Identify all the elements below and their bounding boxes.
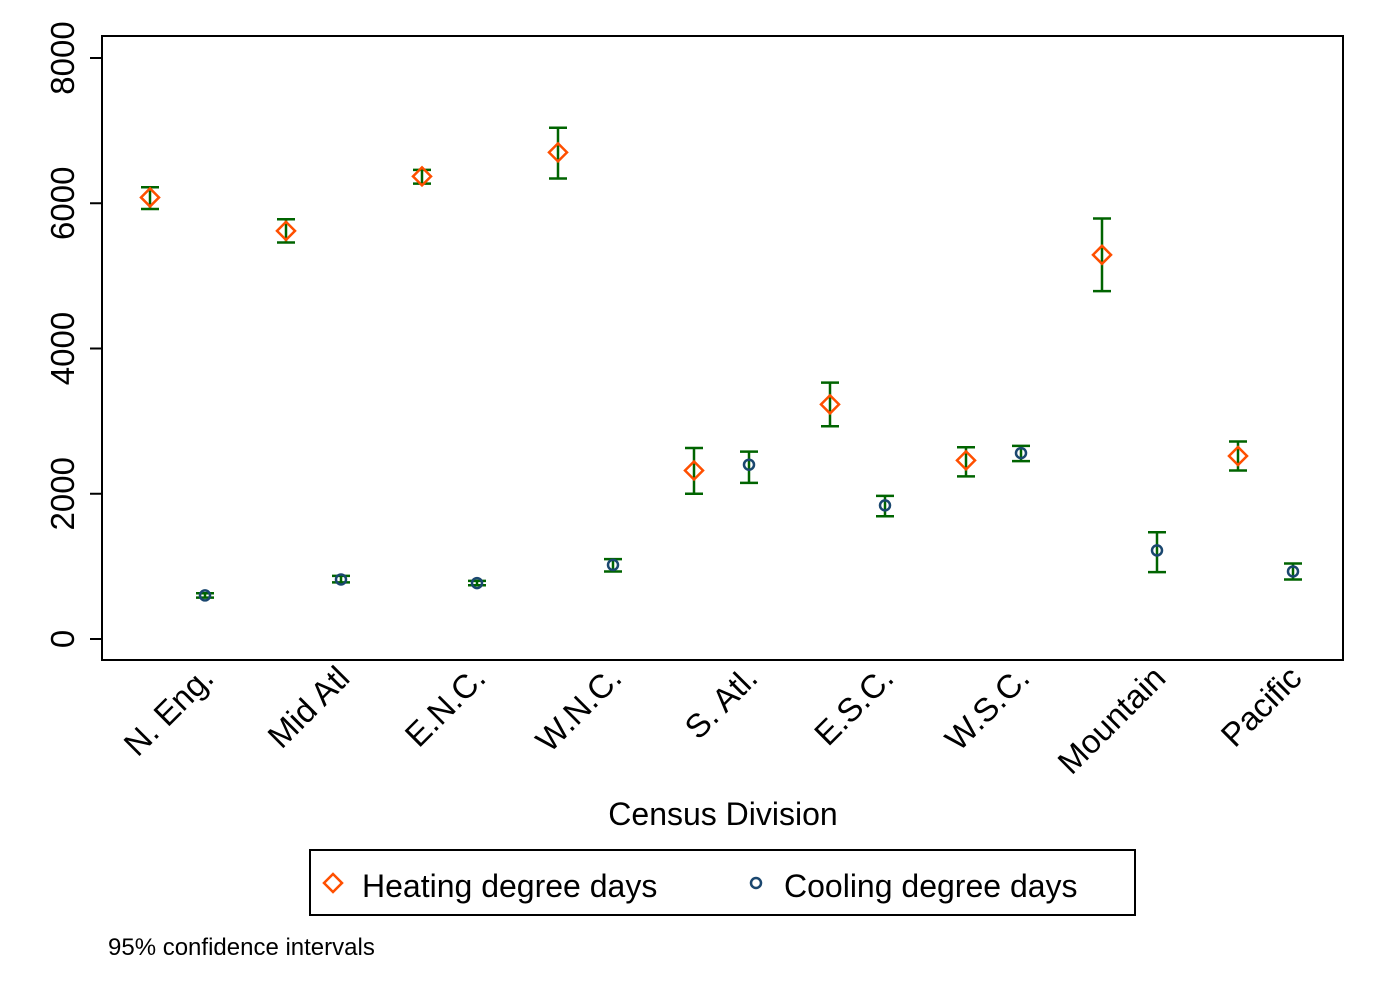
point-heating-degree-days-n-eng <box>139 186 161 209</box>
point-cooling-degree-days-s-atl <box>742 458 756 471</box>
y-tick-label-4000: 4000 <box>44 312 81 385</box>
legend-label-heating-degree-days: Heating degree days <box>362 868 657 904</box>
point-cooling-degree-days-pacific <box>1286 565 1300 578</box>
point-heating-degree-days-e-s-c <box>819 393 841 416</box>
point-cooling-degree-days-e-s-c <box>878 499 892 512</box>
point-heating-degree-days-e-n-c <box>411 165 433 188</box>
y-tick-label-8000: 8000 <box>44 21 81 94</box>
legend-items: Heating degree days Cooling degree days <box>322 868 1078 904</box>
point-heating-degree-days-w-n-c <box>547 141 569 164</box>
y-tick-label-2000: 2000 <box>44 457 81 530</box>
x-axis-title: Census Division <box>608 796 837 832</box>
point-heating-degree-days-mountain <box>1091 244 1113 266</box>
y-tick-label-0: 0 <box>44 630 81 648</box>
point-cooling-degree-days-e-n-c <box>470 576 484 590</box>
point-heating-degree-days-w-s-c <box>955 449 977 472</box>
legend-marker-cooling-degree-days <box>749 876 763 890</box>
plot-marks <box>139 126 1302 602</box>
legend-marker-heating-degree-days <box>322 872 344 894</box>
point-cooling-degree-days-w-n-c <box>606 558 620 572</box>
point-cooling-degree-days-n-eng <box>198 589 212 602</box>
point-cooling-degree-days-mountain <box>1150 544 1164 557</box>
point-cooling-degree-days-w-s-c <box>1014 446 1028 460</box>
chart-note: 95% confidence intervals <box>108 934 375 961</box>
y-tick-label-6000: 6000 <box>44 167 81 240</box>
point-heating-degree-days-s-atl <box>683 459 705 482</box>
y-axis: 0 2000 4000 6000 8000 <box>44 21 103 660</box>
legend: Heating degree days Cooling degree days <box>309 849 1136 916</box>
point-heating-degree-days-pacific <box>1227 445 1249 467</box>
legend-label-cooling-degree-days: Cooling degree days <box>784 868 1078 904</box>
point-cooling-degree-days-mid-atl <box>334 573 348 586</box>
point-heating-degree-days-mid-atl <box>275 220 297 242</box>
legend-box <box>309 849 1136 916</box>
